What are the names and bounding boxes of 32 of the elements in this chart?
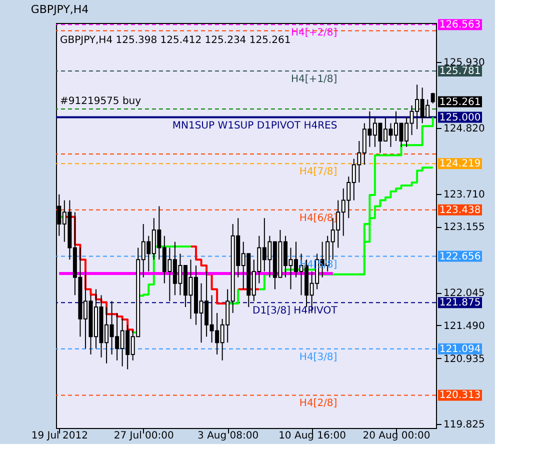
y-tick-label: 123.710 xyxy=(444,189,485,200)
x-tick-label: 19 Jul 2012 xyxy=(31,430,88,442)
ref-line-label: 121.875 xyxy=(439,298,481,309)
chart-title: GBPJPY,H4 xyxy=(30,3,89,16)
y-tick-label: 119.825 xyxy=(444,420,485,431)
ref-line-label: 125.781 xyxy=(439,66,481,77)
y-tick-label: 121.490 xyxy=(444,320,485,332)
x-tick-label: 10 Aug 16:00 xyxy=(278,430,346,442)
text: 125.261 xyxy=(439,96,481,108)
y-tick-label: 120.935 xyxy=(444,354,485,365)
ref-line-label: 120.313 xyxy=(439,390,481,402)
annotation: H4[+1/8] xyxy=(291,74,338,85)
x-tick-label: 27 Jul 00:00 xyxy=(114,430,174,442)
annotation: H4[7/8] xyxy=(299,166,338,178)
y-tick-label: 123.155 xyxy=(444,222,485,234)
annotation: H4[2/8] xyxy=(299,398,338,410)
ref-line-label: 125.000 xyxy=(439,112,481,124)
annotation: D1[3/8] H4PIVOT xyxy=(252,306,338,317)
ref-line-label: 126.563 xyxy=(439,20,481,31)
y-tick-label: 122.045 xyxy=(444,288,485,300)
x-tick-label: 3 Aug 08:00 xyxy=(198,430,259,442)
annotation: H4[+2/8] xyxy=(291,28,338,39)
annotation: MN1SUP W1SUP D1PIVOT H4RES xyxy=(172,120,338,132)
x-tick-label: 20 Aug 00:00 xyxy=(362,430,430,442)
annotation: GBPJPY,H4 125.398 125.412 125.234 125.261 xyxy=(60,35,291,46)
ref-line-label: 123.438 xyxy=(439,204,481,216)
ref-line-label: 124.219 xyxy=(439,158,481,170)
annotation: H4[3/8] xyxy=(299,352,338,363)
y-tick-label: 124.820 xyxy=(444,123,485,134)
annotation: #91219575 buy xyxy=(60,96,142,107)
ref-line-label: 121.094 xyxy=(439,344,481,355)
ref-line-label: 122.656 xyxy=(439,251,481,262)
